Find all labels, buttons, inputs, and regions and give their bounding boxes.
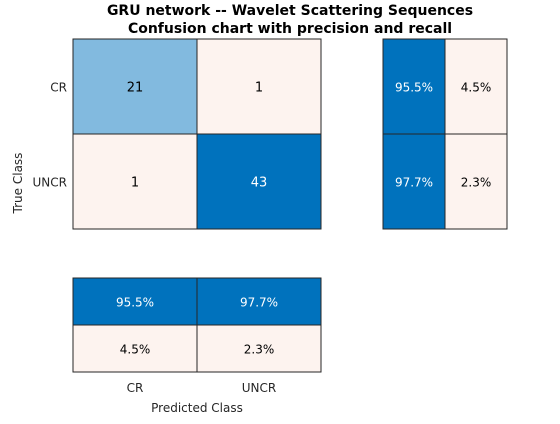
matrix-cell-cr-uncr [196, 38, 322, 135]
matrix-cell-uncr-cr [72, 133, 198, 230]
x-tick-label: UNCR [242, 381, 276, 395]
confusion-matrix: 21 1 1 43 [72, 38, 322, 230]
axis-tick-labels: CR CR UNCR UNCR [33, 81, 277, 396]
matrix-cell-cr-cr [72, 38, 198, 135]
matrix-cell-uncr-uncr [196, 133, 322, 230]
y-tick-label: UNCR [33, 176, 67, 190]
row-summary: 95.5% 4.5% 97.7% 2.3% [382, 38, 508, 230]
matrix-cell-value: 1 [255, 81, 263, 96]
row-summary-value: 4.5% [461, 81, 492, 95]
chart-title: GRU network -- Wavelet Scattering Sequen… [107, 3, 473, 19]
chart-subtitle: Confusion chart with precision and recal… [128, 21, 452, 37]
column-summary: 95.5% 97.7% 4.5% 2.3% [72, 277, 322, 373]
y-tick-label: CR [50, 81, 67, 95]
column-summary-value: 2.3% [244, 343, 275, 357]
row-summary-value: 2.3% [461, 176, 492, 190]
column-summary-cell [196, 324, 322, 373]
column-summary-value: 95.5% [116, 296, 154, 310]
column-summary-value: 97.7% [240, 296, 278, 310]
row-summary-cell [444, 133, 508, 230]
matrix-cell-value: 21 [127, 81, 144, 96]
matrix-cell-value: 43 [251, 176, 268, 191]
x-axis-label: Predicted Class [151, 401, 243, 415]
column-summary-cell [196, 277, 322, 326]
row-summary-value: 97.7% [395, 176, 433, 190]
row-summary-value: 95.5% [395, 81, 433, 95]
row-summary-cell [444, 38, 508, 135]
matrix-cell-value: 1 [131, 176, 139, 191]
y-axis-label: True Class [11, 153, 25, 215]
row-summary-cell [382, 38, 446, 135]
column-summary-value: 4.5% [120, 343, 151, 357]
row-summary-cell [382, 133, 446, 230]
x-tick-label: CR [127, 381, 144, 395]
